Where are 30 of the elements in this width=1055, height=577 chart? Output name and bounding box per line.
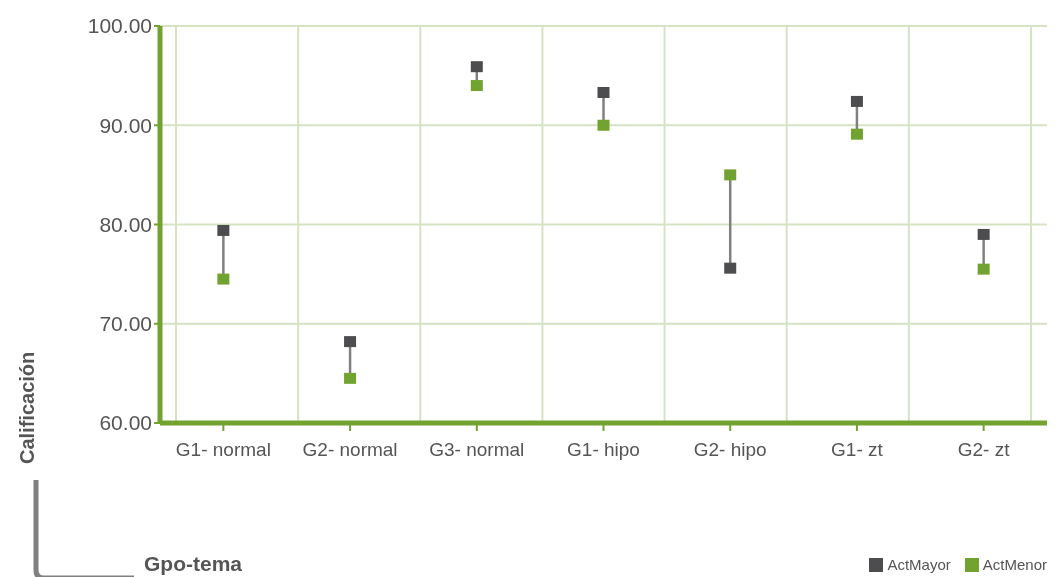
x-tick-label: G1- zt xyxy=(831,439,884,461)
y-tick-label: 70.00 xyxy=(99,312,152,336)
point xyxy=(217,273,230,285)
point xyxy=(724,262,737,274)
point xyxy=(724,169,737,181)
legend-label: ActMenor xyxy=(981,556,1047,573)
x-tick-label: G1- normal xyxy=(175,439,271,461)
point xyxy=(344,336,357,348)
y-tick-label: 90.00 xyxy=(99,113,152,137)
y-tick-label: 80.00 xyxy=(99,212,152,236)
x-tick-label: G2- zt xyxy=(957,439,1011,461)
point xyxy=(850,128,863,140)
y-axis-title: Calificación xyxy=(16,351,39,464)
x-tick-label: G2- hipo xyxy=(693,439,767,461)
y-tick-label: 100.00 xyxy=(87,14,152,38)
point xyxy=(597,119,610,131)
point xyxy=(977,263,990,275)
legend-label: ActMayor xyxy=(886,556,951,573)
x-axis-title: Gpo-tema xyxy=(144,552,243,576)
point xyxy=(850,95,863,107)
point xyxy=(470,61,483,73)
x-tick-label: G1- hipo xyxy=(567,439,640,461)
point xyxy=(597,87,610,98)
y-tick-label: 60.00 xyxy=(99,411,152,435)
x-tick-label: G3- normal xyxy=(429,439,525,461)
x-tick-label: G2- normal xyxy=(302,439,398,461)
point xyxy=(470,80,483,92)
point xyxy=(344,372,357,384)
point xyxy=(977,228,990,240)
point xyxy=(217,224,230,236)
